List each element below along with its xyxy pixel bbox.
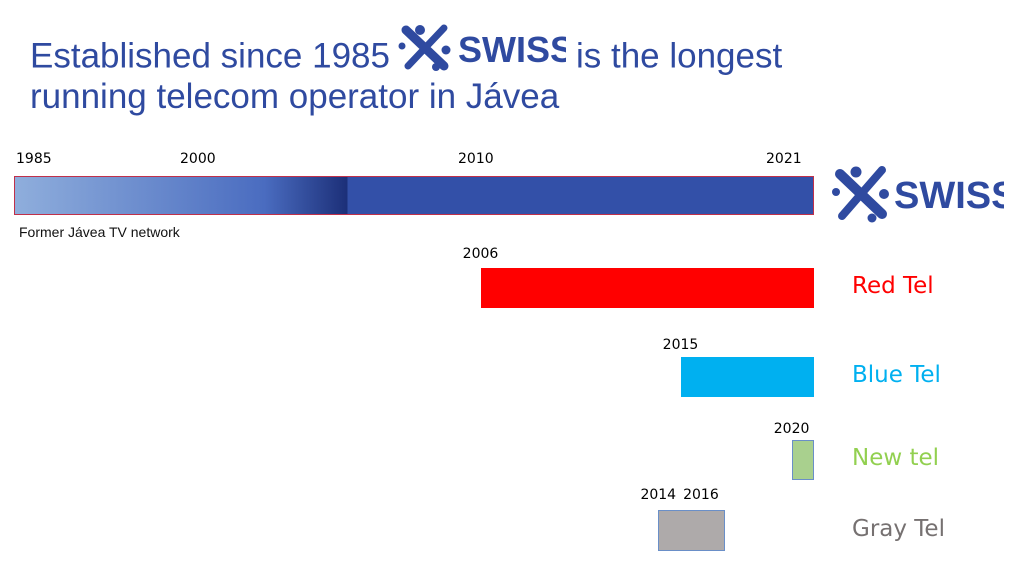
- axis-tick-label: 2000: [180, 151, 216, 167]
- swiss-logo-icon: SWISS: [398, 24, 574, 71]
- bar-start-label: 2006: [462, 246, 499, 262]
- timeline-bar: [480, 268, 814, 308]
- swiss-logo-text: SWISS: [458, 29, 566, 70]
- timeline-bar: [14, 176, 814, 215]
- title-line-2: running telecom operator in Jávea: [30, 77, 560, 116]
- company-label: Blue Tel: [852, 362, 941, 388]
- swiss-logo-legend-icon: SWISS: [832, 166, 1016, 223]
- swiss-logo-legend-text: SWISS: [894, 175, 1004, 217]
- company-label: New tel: [852, 445, 940, 471]
- bar-end-label: 2016: [683, 487, 719, 503]
- bar-start-label: 2015: [662, 337, 699, 353]
- former-network-note: Former Jávea TV network: [19, 224, 180, 240]
- axis-tick-label: 2021: [766, 151, 802, 167]
- axis-tick-label: 1985: [16, 151, 52, 167]
- title-prefix: Established since 1985: [30, 36, 390, 76]
- timeline-bar: [791, 440, 814, 480]
- company-label: Red Tel: [852, 273, 934, 299]
- title-line-1: Established since 1985 SWISS is the long…: [30, 24, 930, 76]
- timeline-bar: [658, 510, 726, 551]
- title-suffix: is the longest: [575, 36, 783, 76]
- company-label: Gray Tel: [852, 515, 945, 542]
- swiss-logo-legend: SWISS: [832, 162, 1016, 231]
- axis-tick-label: 2010: [458, 151, 494, 167]
- bar-start-label: 2014: [640, 487, 677, 503]
- timeline-bar: [680, 357, 814, 397]
- page-title: Established since 1985 SWISS is the long…: [30, 24, 930, 120]
- bar-start-label: 2020: [773, 421, 810, 437]
- swiss-logo-inline: SWISS: [398, 22, 574, 86]
